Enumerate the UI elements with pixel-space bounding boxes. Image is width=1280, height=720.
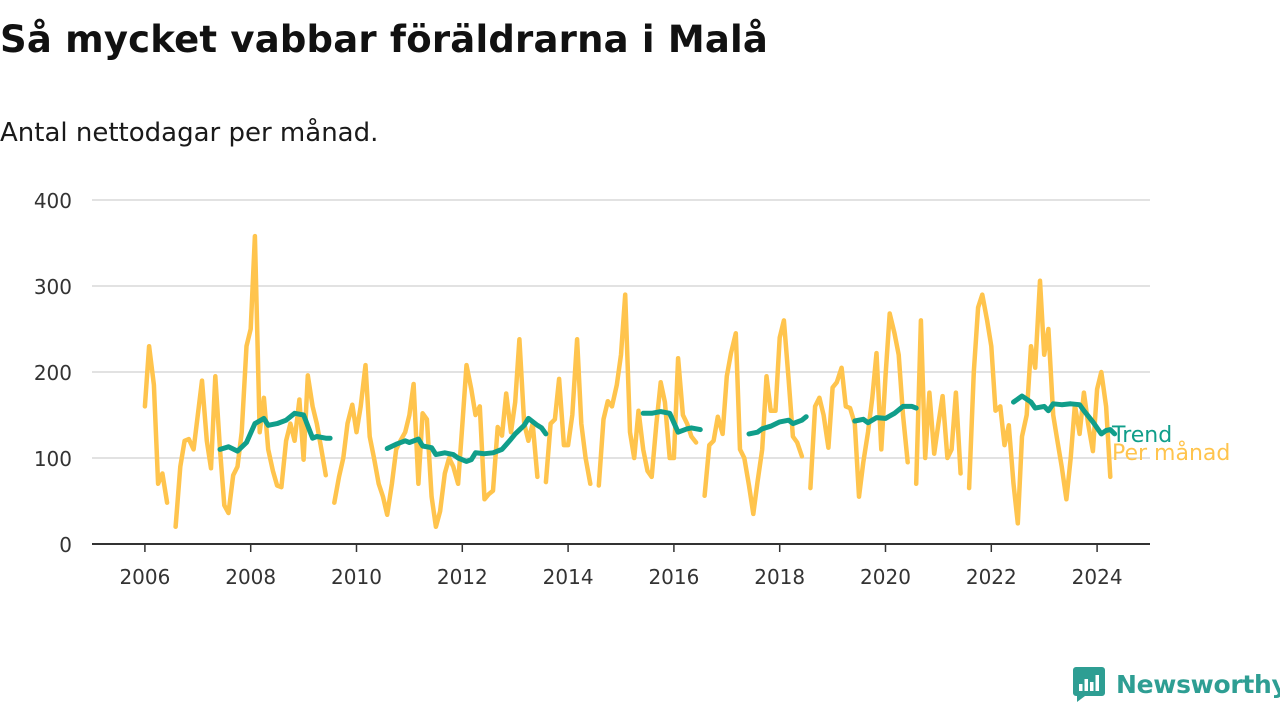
series-lines: [142, 233, 1118, 530]
series-per-manad-segment: [543, 337, 593, 487]
series-per-manad-segment: [702, 318, 805, 517]
axes: 0 100 200 300 400 2006 2008 2010 2012 2014 2016 201…: [34, 189, 1150, 589]
page-title: Så mycket vabbar föräldrarna i Malå: [0, 18, 769, 61]
x-tick-label: 2016: [648, 565, 699, 589]
x-tick-label: 2006: [119, 565, 170, 589]
series-per-manad-segment: [596, 292, 699, 488]
x-tick-label: 2022: [966, 565, 1017, 589]
series-trend-segment: [640, 409, 703, 435]
series-per-manad-segment: [808, 311, 910, 499]
y-tick-label: 0: [59, 533, 72, 557]
y-tick-label: 300: [34, 275, 72, 299]
series-per-manad-segment: [173, 233, 329, 530]
series-trend-segment: [852, 403, 919, 426]
series-per-manad-segment: [913, 318, 963, 487]
page-subtitle: Antal nettodagar per månad.: [0, 118, 379, 148]
series-trend-segment: [1011, 393, 1118, 437]
x-tick-label: 2008: [225, 565, 276, 589]
x-tick-label: 2010: [331, 565, 382, 589]
series-per-manad: [142, 233, 1113, 530]
series-per-manad-segment: [966, 278, 1113, 526]
y-tick-label: 200: [34, 361, 72, 385]
series-trend-segment: [746, 414, 809, 437]
x-tick-label: 2020: [860, 565, 911, 589]
brand-name: Newsworthy: [1116, 669, 1280, 699]
x-tick-label: 2014: [543, 565, 594, 589]
series-trend-segment: [217, 410, 333, 454]
y-tick-label: 400: [34, 189, 72, 213]
series-per-manad-segment: [332, 337, 540, 530]
series-label-trend: Trend: [1111, 423, 1172, 448]
series-trend: [217, 393, 1118, 464]
brand-logo[interactable]: Newsworthy: [1072, 664, 1280, 704]
y-tick-label: 100: [34, 447, 72, 471]
x-tick-label: 2012: [437, 565, 488, 589]
newsworthy-logo-icon: [1073, 667, 1105, 702]
x-tick-label: 2024: [1072, 565, 1123, 589]
series-trend-segment: [384, 415, 549, 464]
x-tick-label: 2018: [754, 565, 805, 589]
series-label-per-manad: Per månad: [1112, 440, 1230, 466]
series-per-manad-segment: [142, 343, 170, 505]
